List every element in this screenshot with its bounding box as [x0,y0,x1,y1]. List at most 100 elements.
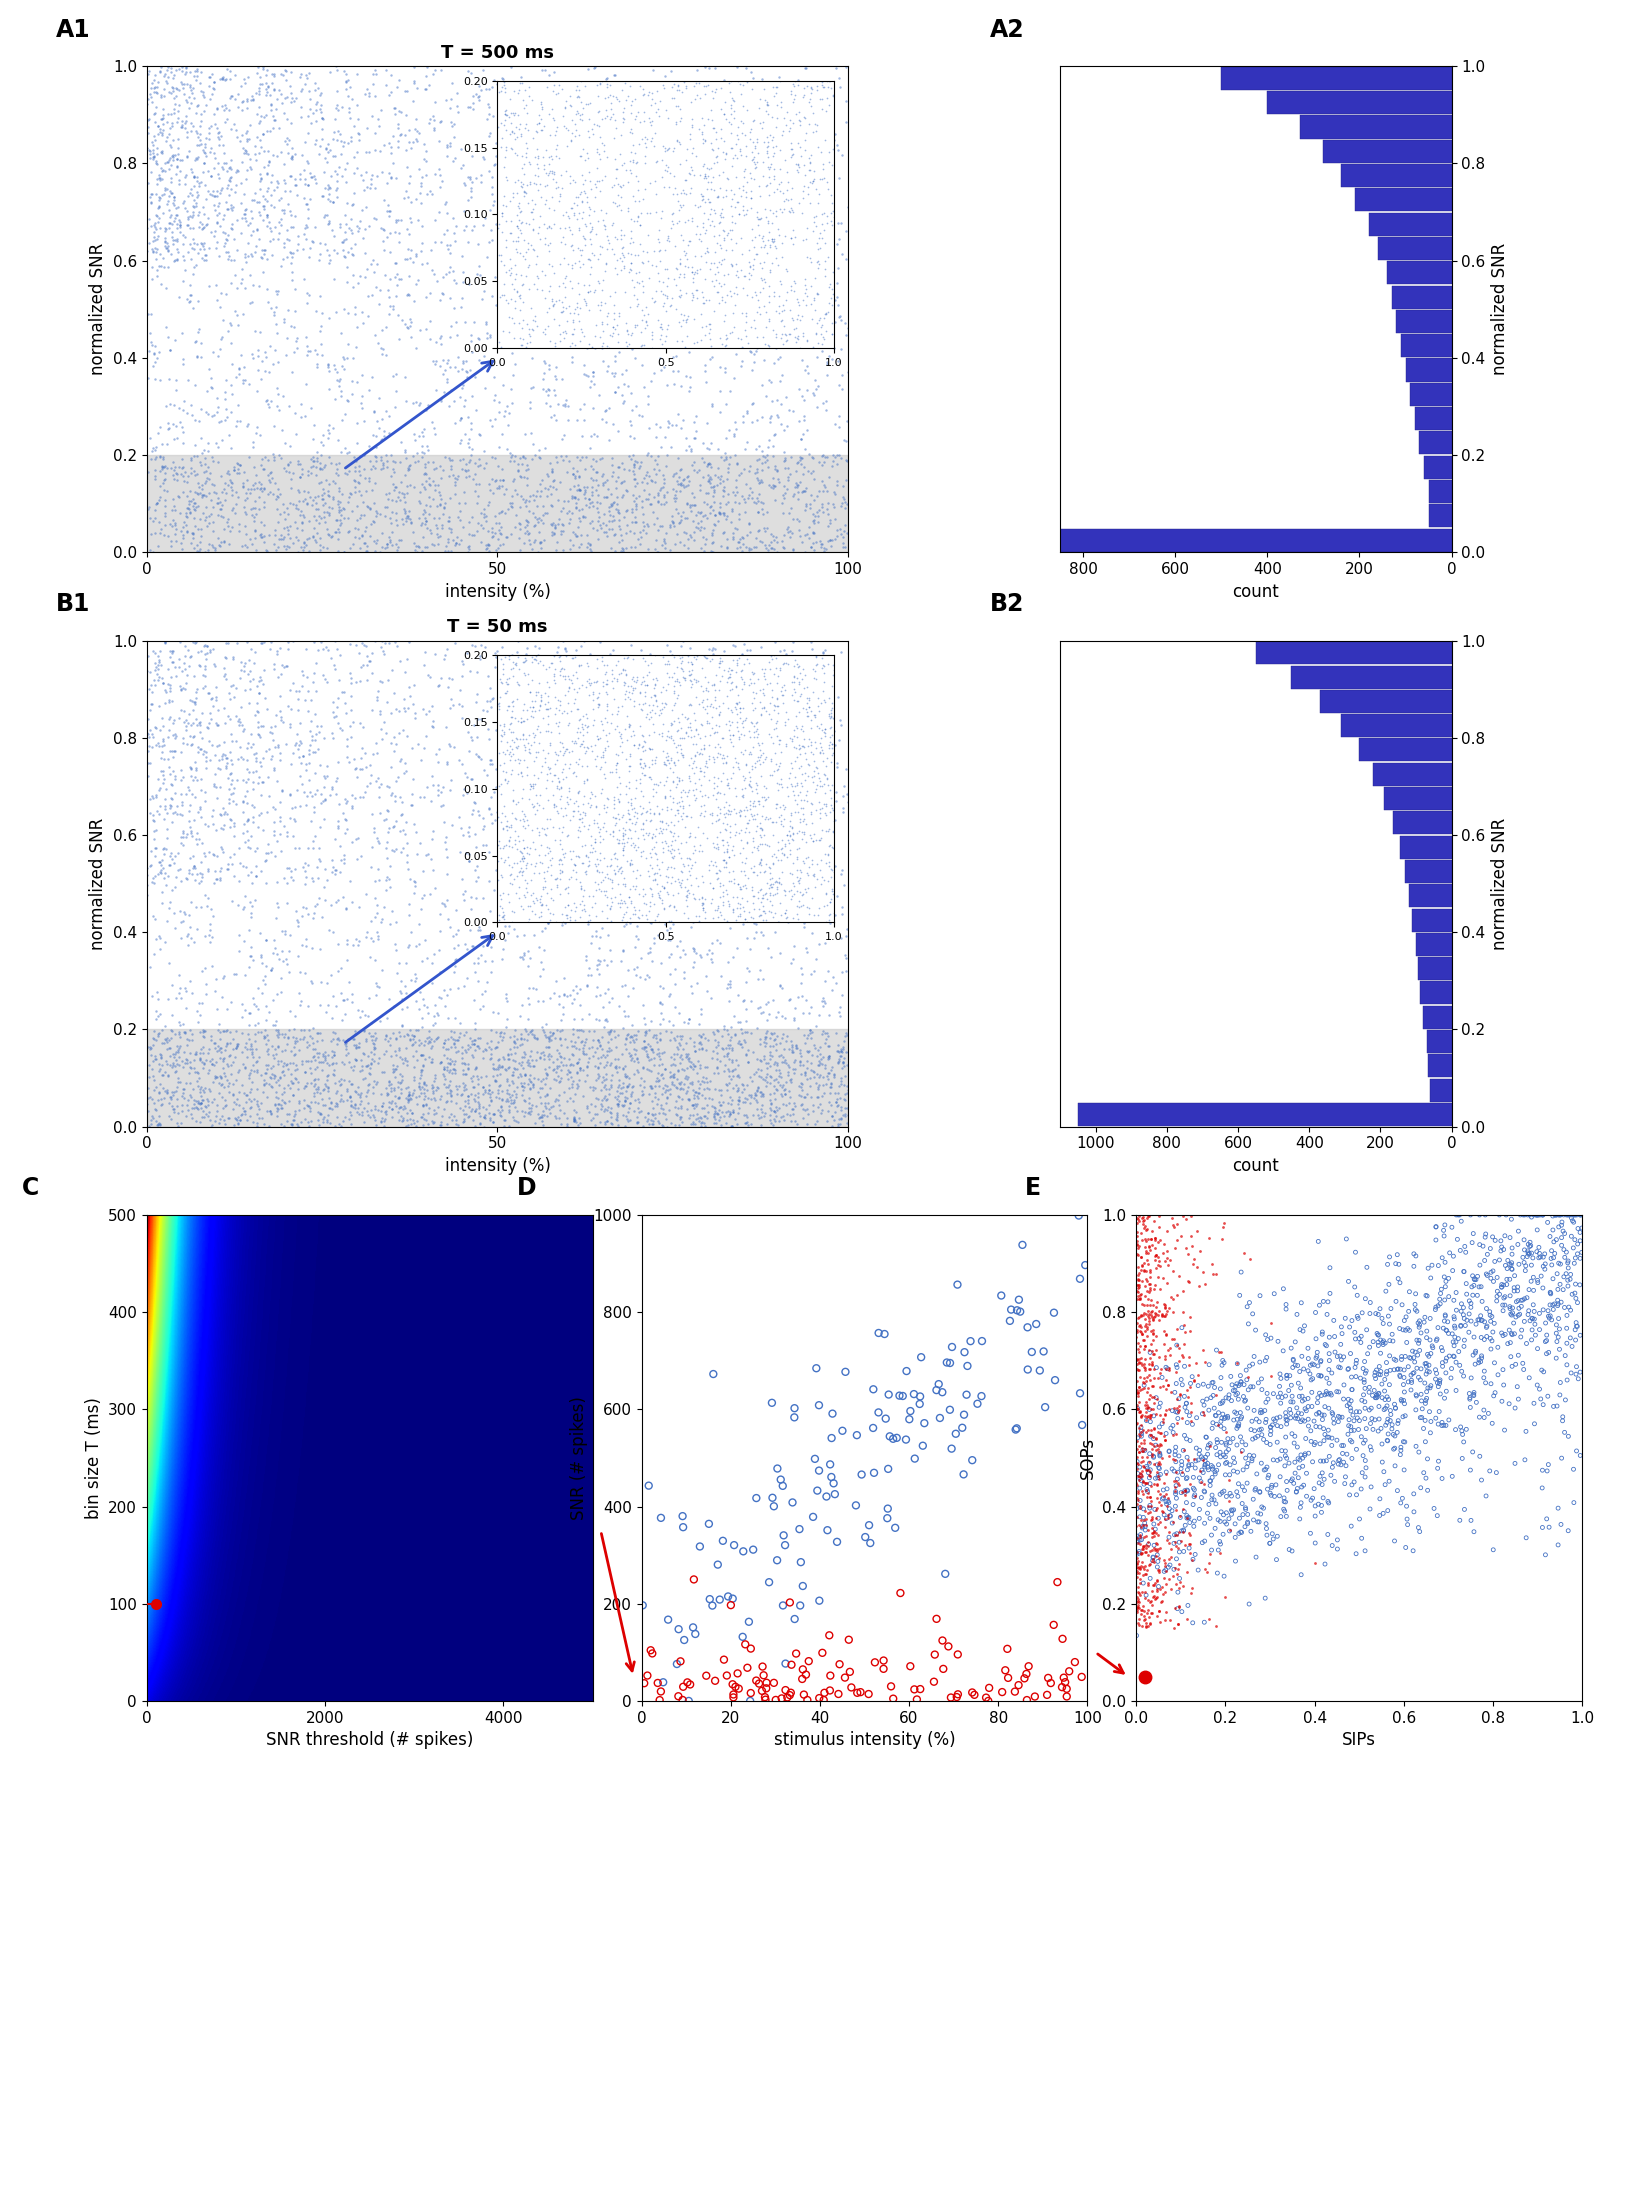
Point [192,499,218,535]
Point [797,1078,823,1113]
Point [1159,1493,1185,1529]
Point [1149,1480,1175,1515]
Point [1169,1595,1195,1630]
Point [277,747,303,782]
Point [1123,1617,1149,1652]
Point [176,638,202,674]
Point [388,835,414,870]
Point [670,1509,696,1544]
Point [631,1666,657,1701]
Point [825,221,851,256]
Point [412,446,438,482]
Point [652,1074,678,1109]
Point [427,1082,453,1118]
Point [362,133,388,168]
Point [220,1078,246,1113]
Point [476,97,502,133]
Point [1289,1440,1315,1476]
Point [251,484,277,519]
Point [165,1065,191,1100]
Point [238,1034,264,1069]
Point [699,1104,725,1140]
Point [1306,1458,1332,1493]
Point [688,530,714,566]
Point [163,86,189,121]
Point [647,307,673,342]
Point [549,996,575,1032]
Point [443,1102,469,1138]
Point [218,170,244,205]
Point [1562,1323,1588,1359]
Point [448,1040,474,1076]
Point [587,508,613,543]
Point [1180,1363,1206,1398]
Point [380,1091,406,1127]
Point [1138,1314,1164,1350]
Point [740,1098,766,1133]
Point [570,468,597,504]
Point [536,66,562,102]
Point [831,490,857,526]
Point [419,404,445,440]
Point [143,137,170,172]
Point [789,1091,815,1127]
Point [261,813,287,848]
Point [289,137,315,172]
Point [526,499,553,535]
Point [1162,1493,1188,1529]
Point [220,667,246,702]
Point [799,205,825,241]
Point [572,358,598,393]
Point [786,504,812,539]
Point [261,751,287,786]
Point [706,349,732,384]
Point [797,1012,823,1047]
Point [455,535,481,570]
Point [435,499,461,535]
Point [365,780,391,815]
Point [184,464,210,499]
Point [401,49,427,84]
Point [559,455,585,490]
Point [399,1038,425,1074]
Point [680,1051,706,1087]
Point [1542,1222,1568,1257]
Point [297,1051,323,1087]
Point [1244,1418,1270,1454]
Point [1152,1372,1178,1407]
Point [412,133,438,168]
Point [482,139,509,175]
Point [295,731,321,767]
Point [465,859,491,895]
Point [813,1067,839,1102]
Point [805,1067,831,1102]
Point [1521,1317,1547,1352]
Point [1151,1398,1177,1434]
Point [751,864,778,899]
Point [414,387,440,422]
Point [735,530,761,566]
Point [706,1102,732,1138]
Point [561,135,587,170]
Point [509,1069,535,1104]
Bar [1267,91,1451,115]
Point [311,1100,337,1135]
Point [145,643,171,678]
Point [649,1056,675,1091]
Point [236,654,262,689]
Point [639,1032,665,1067]
Point [383,1021,409,1056]
Point [680,504,706,539]
Point [427,157,453,192]
Point [797,1012,823,1047]
Point [1169,1294,1195,1330]
Point [259,57,285,93]
Point [1337,1394,1363,1429]
Point [818,1098,844,1133]
Point [1161,1454,1187,1489]
Point [262,466,289,501]
Point [452,486,478,521]
Point [432,824,458,859]
Point [386,223,412,258]
Point [373,1076,399,1111]
